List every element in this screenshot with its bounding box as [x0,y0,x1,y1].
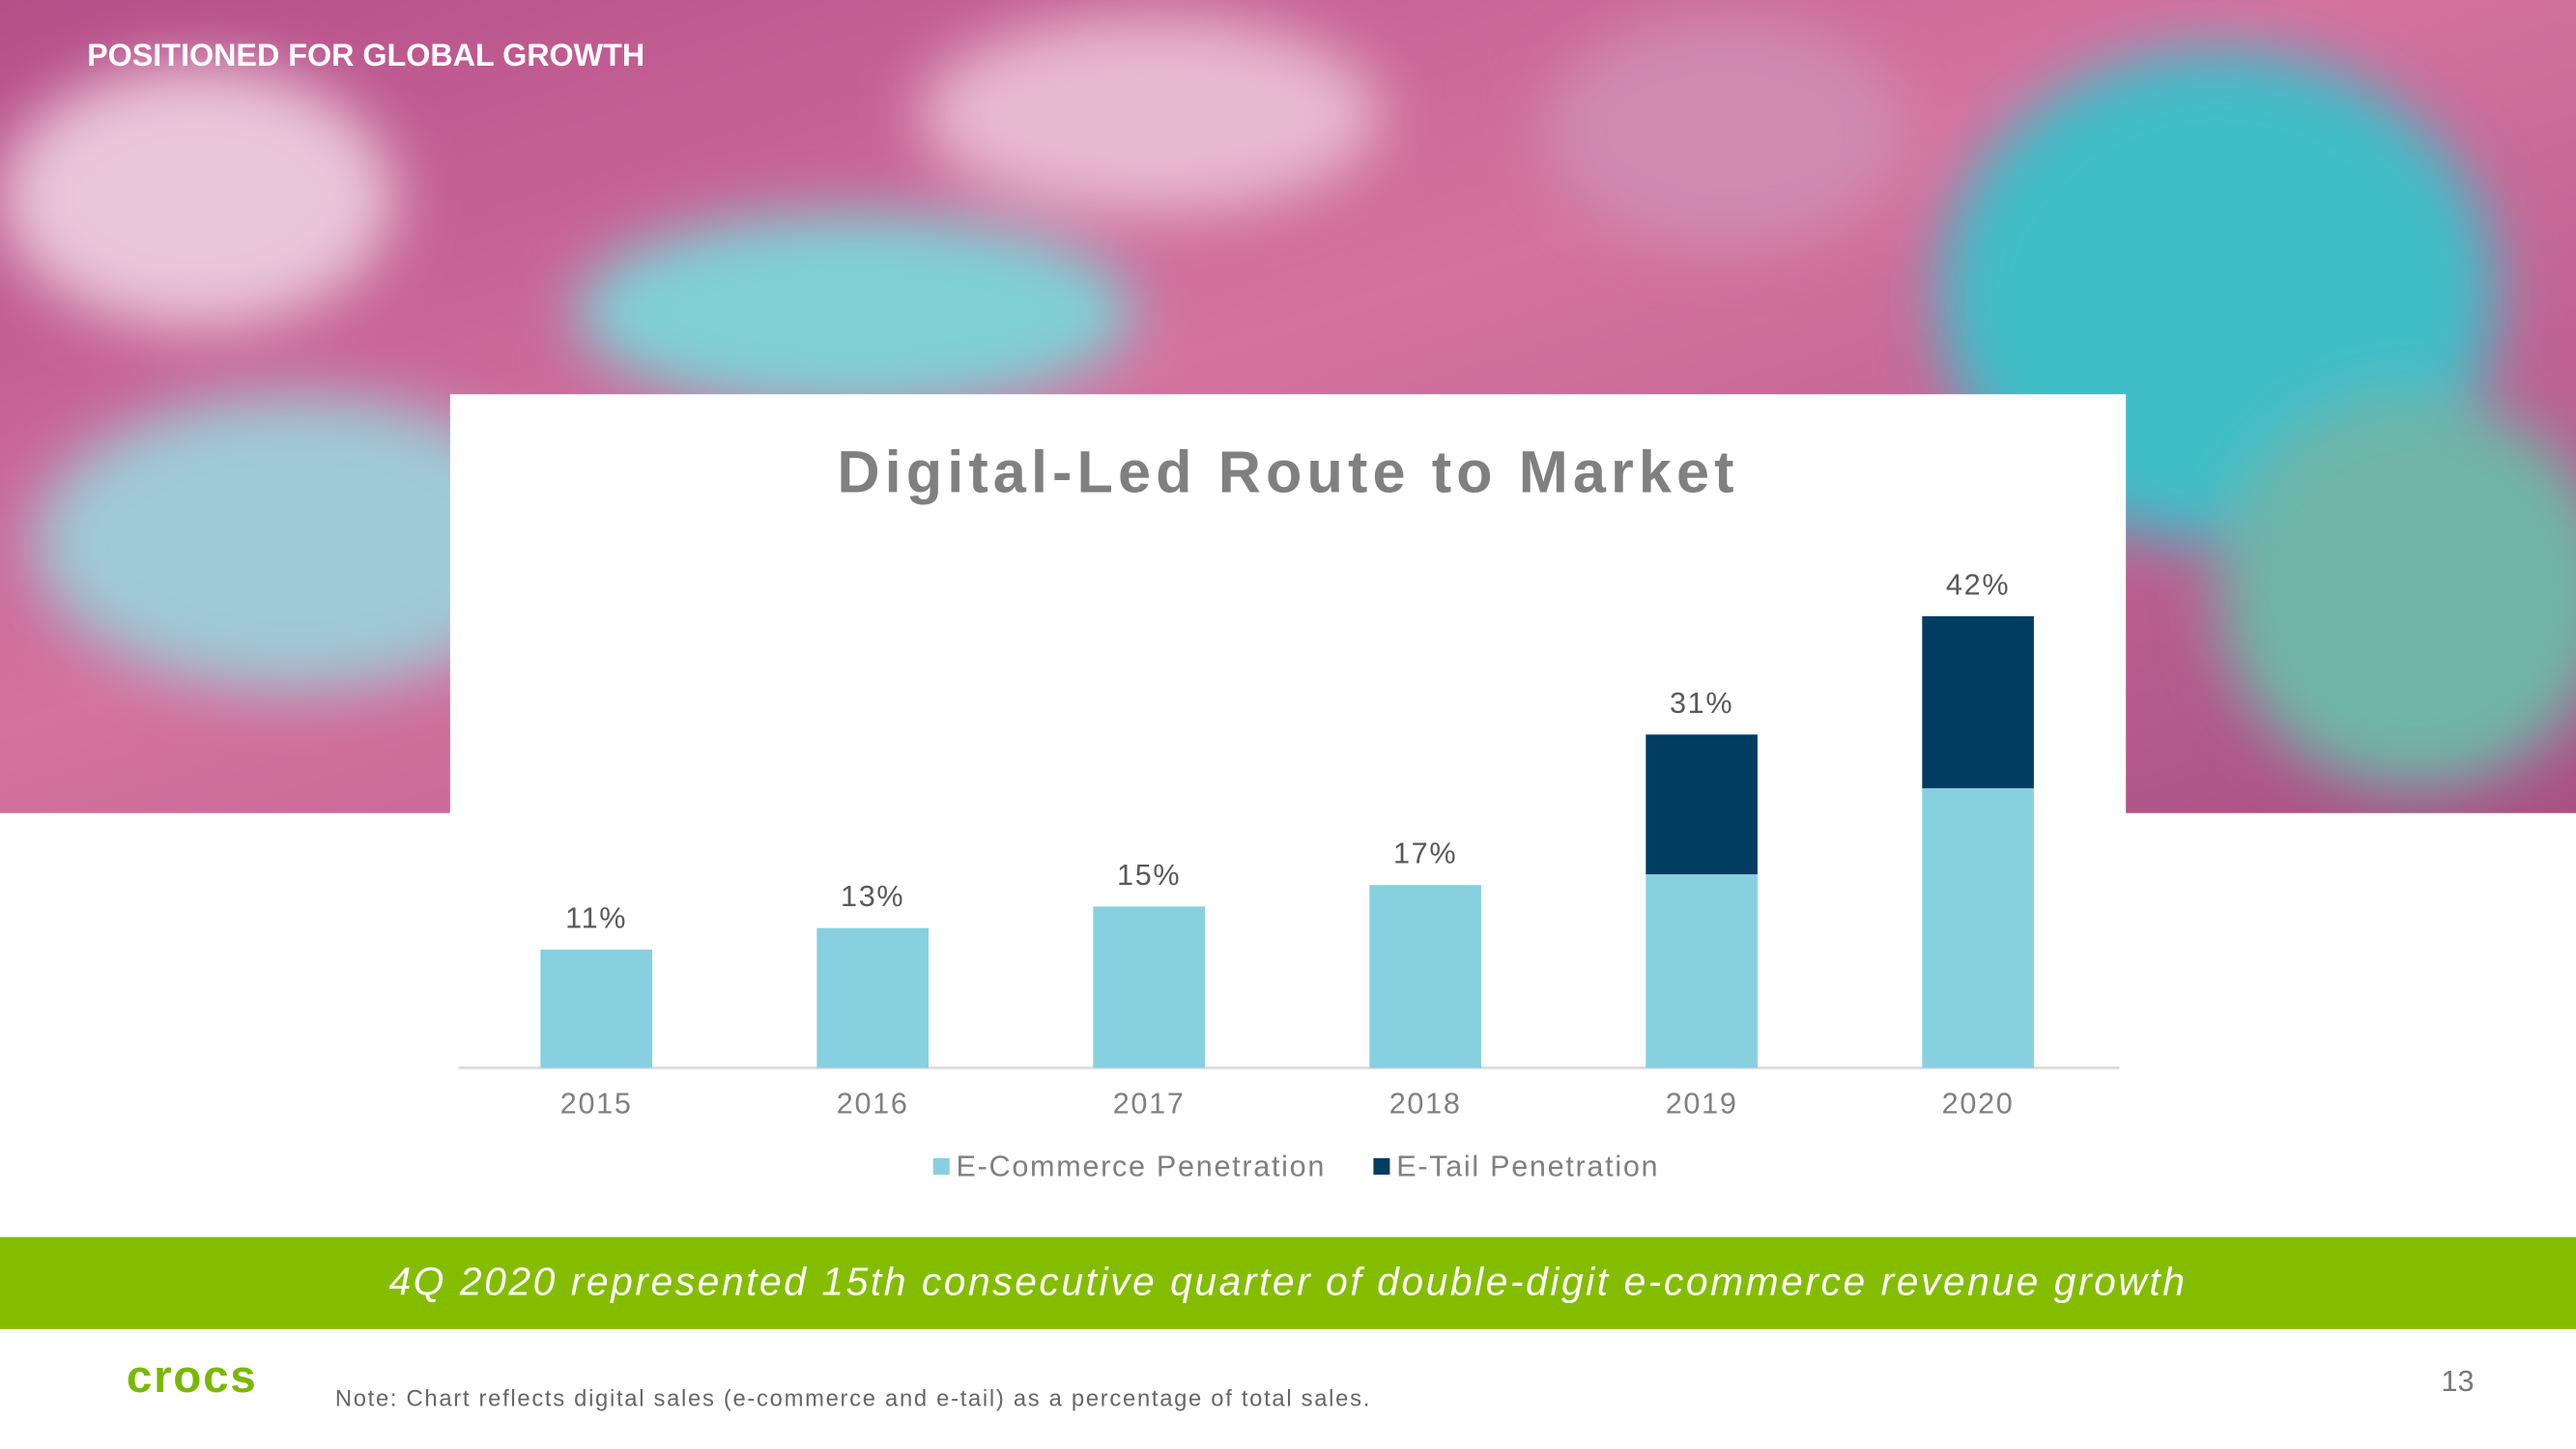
total-label: 15% [1117,859,1181,892]
x-tick-label: 2019 [1666,1088,1738,1121]
slide-body [0,812,2576,1449]
chart-panel [449,394,2127,822]
logo: crocs [127,1351,258,1403]
banner-text: 4Q 2020 represented 15th consecutive qua… [388,1260,2187,1304]
bar-segment [1093,906,1205,1068]
x-tick-label: 2018 [1389,1088,1462,1121]
x-tick-label: 2015 [560,1088,633,1121]
bar-segment [1922,615,2034,789]
legend-label: E-Commerce Penetration [957,1150,1327,1182]
header-title: POSITIONED FOR GLOBAL GROWTH [87,38,644,72]
total-label: 13% [841,880,904,913]
total-label: 31% [1670,687,1733,720]
banner [0,1236,2576,1329]
page-number: 13 [2442,1365,2475,1398]
total-label: 42% [1946,568,2010,601]
background-photo [0,0,2576,813]
footnote: Note: Chart reflects digital sales (e-co… [335,1385,1371,1411]
bar-segment [816,927,929,1068]
bar-segment [1646,734,1758,875]
x-tick-label: 2017 [1113,1088,1186,1121]
total-label: 11% [565,901,627,934]
total-label: 17% [1393,838,1457,870]
legend-swatch [1373,1157,1390,1175]
bar-segment [1369,885,1481,1068]
legend-swatch [932,1157,950,1175]
x-tick-label: 2020 [1942,1088,2015,1121]
bar-segment [1646,874,1758,1068]
x-tick-label: 2016 [837,1088,909,1121]
bar-segment [1922,788,2034,1068]
chart-title: Digital-Led Route to Market [837,439,1738,504]
bar-segment [540,950,653,1068]
legend-label: E-Tail Penetration [1396,1150,1659,1182]
